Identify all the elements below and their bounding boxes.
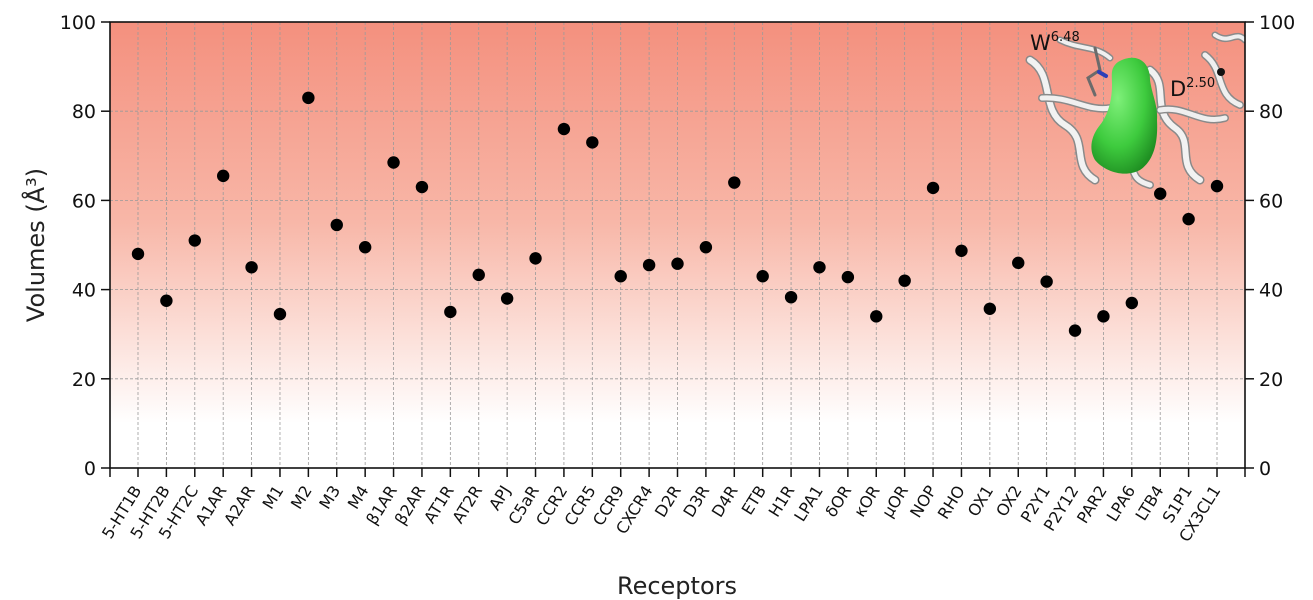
data-point bbox=[387, 156, 400, 169]
data-point bbox=[330, 218, 343, 232]
data-point bbox=[1210, 179, 1224, 193]
x-tick-label: μOR bbox=[878, 482, 912, 521]
data-point bbox=[472, 268, 485, 282]
y-tick-label: 40 bbox=[72, 280, 96, 302]
data-point bbox=[444, 305, 457, 319]
data-point bbox=[756, 270, 769, 283]
data-point bbox=[926, 181, 940, 195]
data-point bbox=[245, 261, 258, 274]
data-point bbox=[1040, 275, 1053, 288]
data-point bbox=[358, 241, 372, 254]
data-point bbox=[614, 270, 627, 283]
data-point bbox=[216, 169, 230, 183]
inset-label-d: D2.50 bbox=[1170, 76, 1215, 101]
x-tick-label: OX1 bbox=[964, 482, 997, 520]
data-point bbox=[699, 241, 713, 254]
x-tick-label: β2AR bbox=[391, 482, 430, 528]
x-tick-label: δOR bbox=[821, 482, 855, 520]
inset-protein-image: W6.48 D2.50 bbox=[1025, 30, 1245, 189]
y-tick-label-right: 20 bbox=[1259, 369, 1283, 391]
data-point bbox=[557, 122, 571, 136]
y-tick-label-right: 40 bbox=[1259, 280, 1283, 302]
x-tick-label: A2AR bbox=[220, 482, 259, 529]
data-point bbox=[841, 270, 855, 284]
data-point bbox=[188, 234, 201, 247]
data-point bbox=[415, 180, 429, 194]
x-tick-label: M3 bbox=[315, 482, 344, 512]
x-tick-label: κOR bbox=[850, 482, 884, 520]
y-tick-label-right: 0 bbox=[1259, 458, 1271, 480]
y-tick-label: 0 bbox=[84, 458, 96, 480]
data-point bbox=[1154, 187, 1167, 200]
inset-label-w: W6.48 bbox=[1030, 30, 1080, 55]
data-point bbox=[302, 91, 315, 105]
y-tick-label: 100 bbox=[60, 12, 96, 34]
data-point bbox=[983, 302, 997, 315]
y-tick-label: 80 bbox=[72, 101, 96, 123]
x-tick-label: AT2R bbox=[448, 482, 486, 527]
data-point bbox=[160, 294, 173, 307]
x-axis-title: Receptors bbox=[617, 572, 737, 600]
data-point bbox=[529, 252, 542, 265]
data-point bbox=[500, 292, 514, 305]
y-axis-title: Volumes (Å³) bbox=[21, 168, 50, 322]
data-point bbox=[1012, 256, 1025, 270]
data-point bbox=[642, 258, 656, 272]
data-point bbox=[1182, 212, 1195, 226]
data-point bbox=[784, 290, 798, 304]
x-tick-label: NOP bbox=[906, 482, 940, 521]
x-tick-label: ETB bbox=[738, 482, 770, 518]
data-point bbox=[1068, 324, 1082, 337]
x-tick-label: M2 bbox=[287, 482, 316, 512]
data-point bbox=[671, 257, 684, 270]
data-point bbox=[131, 247, 145, 261]
x-tick-label: D2R bbox=[651, 482, 685, 521]
data-point bbox=[1097, 310, 1110, 323]
y-tick-label-right: 80 bbox=[1259, 101, 1283, 123]
data-point bbox=[870, 310, 883, 323]
x-tick-label: LPA1 bbox=[790, 482, 827, 525]
data-point bbox=[728, 176, 741, 189]
data-point bbox=[273, 307, 287, 321]
data-point bbox=[955, 244, 968, 257]
data-point bbox=[813, 261, 826, 274]
x-tick-label: M1 bbox=[259, 482, 288, 512]
y-tick-label-right: 60 bbox=[1259, 190, 1283, 212]
axes: 0 0 20 20 40 40 60 60 80 80 100 100 bbox=[60, 12, 1296, 480]
x-tick-label: D3R bbox=[679, 482, 713, 521]
data-point bbox=[898, 274, 911, 287]
x-tick-label: D4R bbox=[708, 482, 742, 521]
plot-frame bbox=[109, 21, 1246, 469]
data-point bbox=[586, 136, 599, 149]
y-tick-label-right: 100 bbox=[1259, 12, 1295, 34]
data-points bbox=[131, 91, 1224, 337]
data-point bbox=[1125, 296, 1139, 310]
x-tick-label: LPA6 bbox=[1103, 482, 1140, 525]
x-tick-label: RHO bbox=[934, 482, 969, 522]
x-tick-label: PAR2 bbox=[1073, 482, 1111, 527]
y-tick-label: 60 bbox=[72, 190, 96, 212]
y-tick-label: 20 bbox=[72, 369, 96, 391]
